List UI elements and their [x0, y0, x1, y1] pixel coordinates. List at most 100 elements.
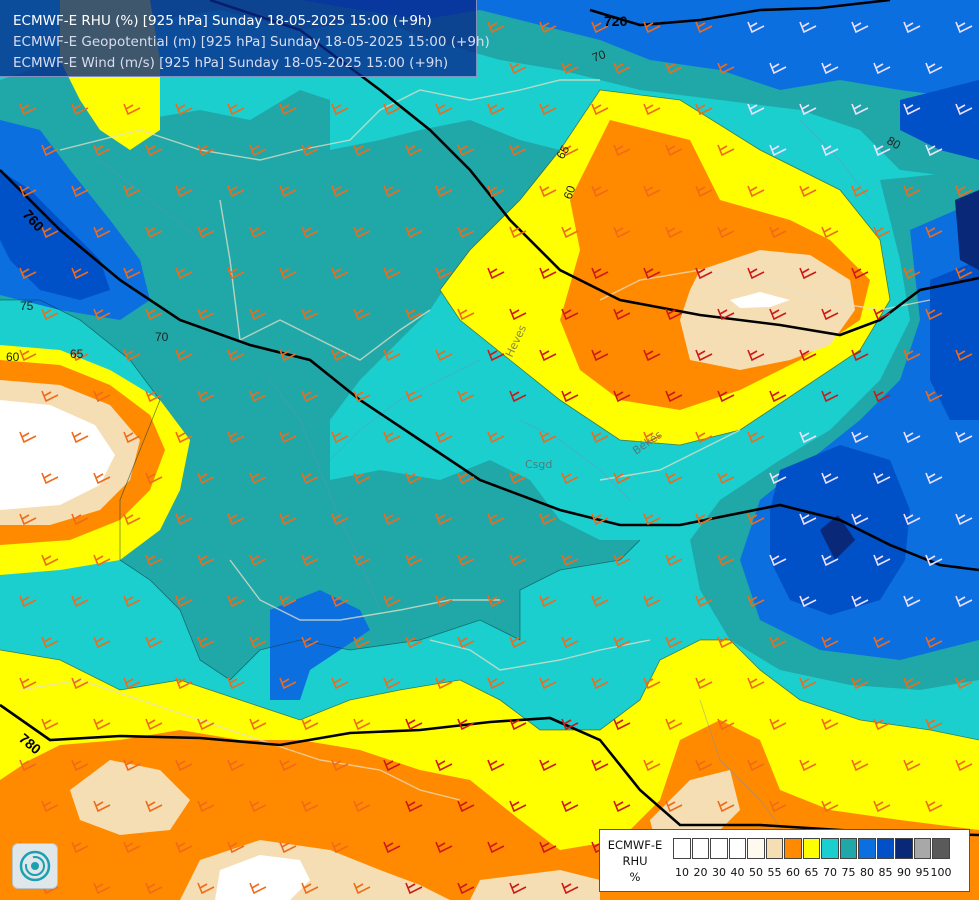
wind-barb	[487, 185, 505, 198]
wind-barb	[71, 103, 89, 116]
wind-barb	[145, 800, 163, 813]
legend-tick-label: 50	[749, 866, 763, 879]
wind-barb	[435, 103, 453, 116]
geopotential-720-line-top	[589, 0, 891, 27]
wind-barb	[799, 185, 817, 198]
wind-barb	[717, 390, 735, 403]
wind-barb	[613, 390, 631, 403]
wind-barb	[457, 882, 475, 895]
wind-barb	[123, 349, 141, 362]
wind-barb	[925, 226, 943, 239]
wind-barb	[665, 472, 683, 485]
wind-barb	[591, 103, 609, 116]
wind-barb	[561, 554, 579, 567]
wind-barb	[643, 513, 661, 526]
wind-barb	[903, 595, 921, 608]
wind-barb	[561, 882, 579, 895]
wind-barb	[717, 144, 735, 157]
wind-barb	[405, 472, 423, 485]
wind-barb	[747, 513, 765, 526]
wind-barb	[851, 103, 869, 116]
wind-barb	[665, 718, 683, 731]
wind-barb	[301, 718, 319, 731]
wind-barb	[717, 718, 735, 731]
wind-barb	[175, 677, 193, 690]
wind-barb	[71, 349, 89, 362]
legend-swatch	[839, 838, 857, 859]
wind-barb	[851, 677, 869, 690]
wind-barb	[353, 390, 371, 403]
wind-barb	[769, 308, 787, 321]
wind-barb	[509, 554, 527, 567]
wind-barb	[665, 636, 683, 649]
wind-barb	[591, 513, 609, 526]
legend-tick-label: 70	[823, 866, 837, 879]
wind-barb	[903, 349, 921, 362]
wind-barb	[383, 349, 401, 362]
wind-barb	[197, 390, 215, 403]
legend-swatch	[895, 838, 913, 859]
wind-barb	[955, 267, 973, 280]
rhu-label-75-west: 75	[20, 299, 34, 313]
wind-barb	[591, 677, 609, 690]
wind-barb	[279, 677, 297, 690]
wind-barb	[93, 390, 111, 403]
wind-barb	[71, 841, 89, 854]
wind-barb	[227, 103, 245, 116]
wind-barb	[509, 800, 527, 813]
wind-barb	[873, 718, 891, 731]
wind-barb	[227, 185, 245, 198]
wind-barb	[383, 103, 401, 116]
wind-barb	[643, 103, 661, 116]
wind-barb	[383, 841, 401, 854]
wind-barb	[331, 349, 349, 362]
wind-barb	[695, 349, 713, 362]
legend-tick-label: 30	[712, 866, 726, 879]
wind-barb	[613, 718, 631, 731]
wind-barb	[873, 390, 891, 403]
wind-barb	[821, 800, 839, 813]
wind-barb	[769, 144, 787, 157]
wind-barb	[509, 390, 527, 403]
legend-tick-label: 40	[730, 866, 745, 879]
legend-model-label: ECMWF-E	[607, 838, 663, 852]
wind-barb	[769, 472, 787, 485]
wind-barb	[457, 800, 475, 813]
rhu-label-70-north: 70	[590, 47, 608, 65]
wind-barb	[41, 718, 59, 731]
wind-barb	[539, 513, 557, 526]
rhu-50-region-northeast	[730, 292, 790, 308]
wind-barb	[539, 349, 557, 362]
wind-barb	[331, 595, 349, 608]
wind-barb	[487, 841, 505, 854]
map-header-panel: ECMWF-E RHU (%) [925 hPa] Sunday 18-05-2…	[0, 0, 490, 77]
wind-barb	[851, 513, 869, 526]
wind-barb	[747, 185, 765, 198]
wind-barb	[145, 472, 163, 485]
wind-barb	[301, 390, 319, 403]
wind-barb	[747, 103, 765, 116]
wind-barb	[747, 595, 765, 608]
wind-barb	[769, 390, 787, 403]
wind-barb	[925, 308, 943, 321]
wind-barb	[747, 21, 765, 34]
wind-barb	[873, 800, 891, 813]
wind-barb	[769, 62, 787, 75]
wind-barb	[197, 636, 215, 649]
wind-barb	[383, 431, 401, 444]
wind-barb	[435, 841, 453, 854]
wind-barb	[509, 226, 527, 239]
wind-barb	[821, 144, 839, 157]
wind-barb	[799, 267, 817, 280]
wind-barb	[747, 677, 765, 690]
wind-barb	[665, 390, 683, 403]
wind-barb	[903, 677, 921, 690]
legend-tick-label: 55	[767, 866, 782, 879]
wind-barb	[695, 21, 713, 34]
wind-barb	[41, 554, 59, 567]
wind-barb	[123, 185, 141, 198]
wind-barb	[821, 636, 839, 649]
wind-barb	[925, 390, 943, 403]
geopotential-780-line	[0, 703, 979, 837]
wind-barb	[405, 800, 423, 813]
